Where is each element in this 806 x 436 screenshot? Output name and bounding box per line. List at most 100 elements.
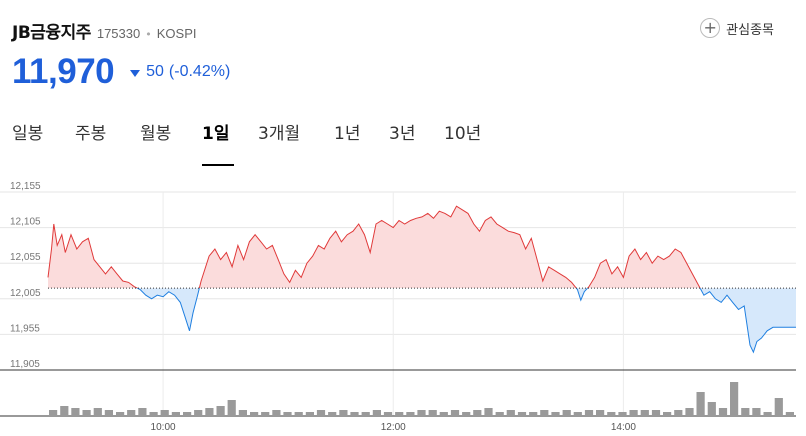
volume-bar — [316, 410, 326, 416]
y-tick-label: 12,055 — [10, 252, 41, 263]
quote-row: 11,970 50 (-0.42%) — [12, 52, 230, 92]
tab-1year[interactable]: 1년 — [334, 124, 361, 144]
volume-bar — [205, 408, 214, 416]
volume-bar — [584, 410, 594, 416]
y-tick-label: 12,105 — [10, 217, 41, 228]
volume-bar — [227, 400, 236, 416]
price-line-up — [47, 205, 701, 289]
volume-bar — [629, 410, 638, 416]
tab-weekly[interactable]: 주봉 — [75, 124, 107, 144]
volume-bar — [294, 412, 303, 416]
volume-bar — [551, 412, 560, 416]
volume-bar — [685, 408, 694, 416]
volume-bar — [104, 410, 113, 416]
volume-bar — [730, 382, 739, 416]
volume-bar — [149, 412, 158, 416]
volume-bar — [339, 410, 348, 416]
tab-daily[interactable]: 일봉 — [12, 124, 44, 144]
volume-bar — [562, 410, 571, 416]
y-tick-label: 11,905 — [10, 359, 40, 370]
market-name: KOSPI — [156, 26, 197, 41]
tab-3months[interactable]: 3개월 — [258, 124, 301, 144]
plus-icon: + — [700, 18, 721, 38]
tab-3years[interactable]: 3년 — [389, 124, 416, 144]
volume-bar — [774, 398, 783, 416]
volume-bar — [428, 410, 437, 416]
volume-bar — [450, 410, 460, 416]
y-tick-label: 11,955 — [10, 323, 40, 334]
volume-bar — [372, 410, 381, 416]
current-price: 11,970 — [12, 52, 115, 91]
volume-bar — [383, 412, 393, 416]
volume-bar — [674, 410, 683, 416]
volume-bar — [529, 412, 538, 416]
volume-bar — [49, 410, 58, 416]
volume-bar — [328, 412, 337, 416]
volume-bar — [216, 406, 225, 416]
volume-bar — [350, 412, 359, 416]
x-tick-label: 14:00 — [611, 422, 636, 433]
volume-bar — [607, 412, 616, 416]
volume-bar — [439, 412, 448, 416]
stock-code: 175330 — [96, 26, 141, 41]
volume-bar — [718, 408, 728, 416]
volume-bar — [250, 412, 259, 416]
add-watchlist-button[interactable]: + 관심종목 — [700, 18, 774, 38]
down-area-fill — [137, 288, 796, 353]
tab-10years[interactable]: 10년 — [444, 124, 482, 144]
volume-bar — [484, 408, 493, 416]
volume-bar — [473, 410, 482, 416]
volume-bar — [651, 410, 661, 416]
volume-bar — [283, 412, 292, 416]
down-triangle-icon — [130, 70, 141, 77]
volume-bar — [696, 392, 705, 416]
volume-bar — [406, 412, 415, 416]
volume-bar — [138, 408, 147, 416]
volume-bar — [618, 412, 627, 416]
price-change: 50 — [146, 63, 164, 80]
y-tick-label: 12,005 — [10, 288, 41, 299]
price-change-percent: (-0.42%) — [168, 63, 231, 80]
x-tick-label: 12:00 — [381, 422, 406, 433]
volume-bar — [596, 410, 605, 416]
volume-bar — [272, 410, 281, 416]
stock-name: JB금융지주 — [12, 23, 91, 43]
up-area-fill — [48, 206, 796, 289]
volume-bar — [127, 410, 136, 416]
tab-monthly[interactable]: 월봉 — [140, 124, 172, 144]
y-tick-label: 12,155 — [10, 181, 41, 192]
separator-dot: • — [145, 28, 152, 41]
volume-bar — [395, 412, 404, 416]
volume-bar — [93, 408, 102, 416]
volume-bar — [305, 412, 314, 416]
volume-bar — [752, 408, 761, 416]
volume-bar — [763, 412, 772, 416]
volume-bar — [171, 412, 180, 416]
stock-header: JB금융지주 175330 • KOSPI — [12, 18, 196, 44]
volume-bar — [417, 410, 426, 416]
price-line-down — [136, 288, 796, 354]
volume-bar — [82, 410, 91, 416]
volume-bar — [707, 402, 716, 416]
volume-bar — [506, 410, 515, 416]
volume-bar — [785, 412, 794, 416]
volume-bar — [261, 412, 270, 416]
volume-bar — [540, 410, 549, 416]
volume-bar — [640, 410, 649, 416]
volume-bar — [60, 406, 69, 416]
volume-bar — [361, 412, 370, 416]
volume-bar — [194, 410, 203, 416]
volume-bar — [517, 412, 527, 416]
intraday-chart[interactable]: 12,155 12,105 12,055 12,005 11,955 11,905 10:0… — [0, 178, 806, 436]
volume-bar — [183, 412, 192, 416]
volume-bar — [116, 412, 125, 416]
period-tabs: 일봉 주봉 월봉 1일 3개월 1년 3년 10년 — [0, 120, 806, 166]
volume-bar — [663, 412, 672, 416]
x-tick-label: 10:00 — [151, 422, 176, 433]
tab-1day[interactable]: 1일 — [202, 120, 234, 166]
volume-bar — [573, 412, 582, 416]
volume-bar — [462, 412, 471, 416]
volume-bar — [71, 408, 80, 416]
volume-bar — [495, 412, 504, 416]
watchlist-label: 관심종목 — [726, 22, 774, 38]
